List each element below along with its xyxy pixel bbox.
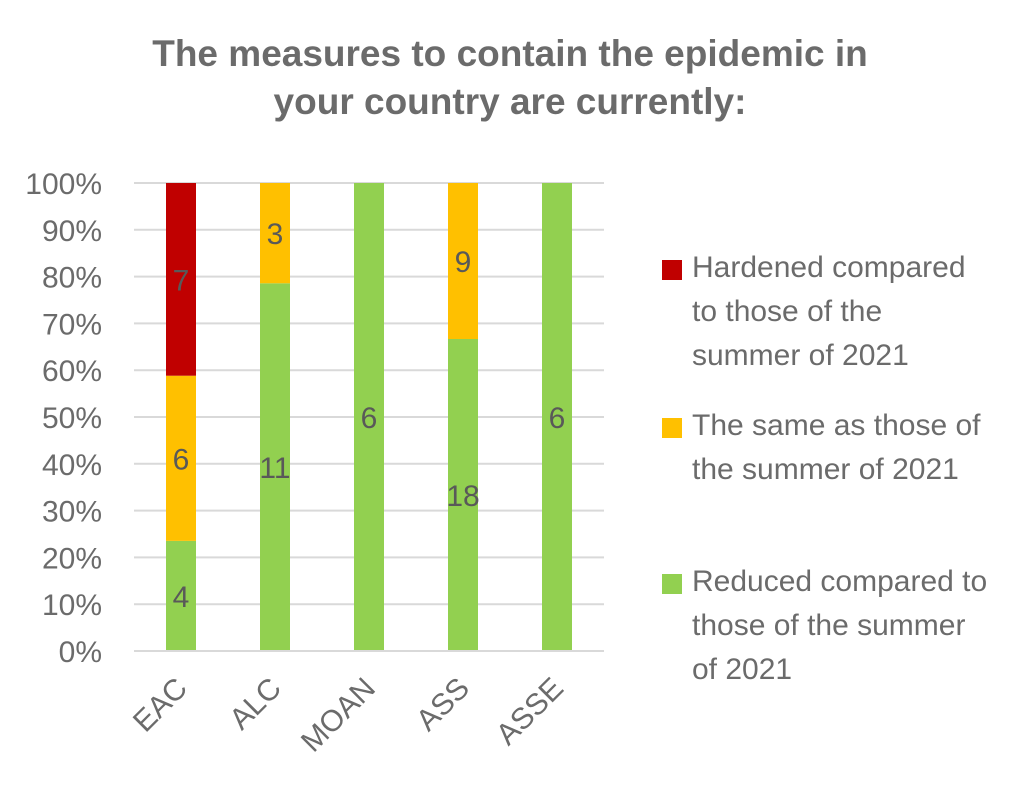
- y-tick-label: 70%: [42, 308, 102, 341]
- legend-label-same-line-1: The same as those of: [692, 409, 981, 442]
- legend-label-hardened-line-3: summer of 2021: [692, 339, 909, 372]
- legend-label-reduced-line-3: of 2021: [692, 653, 793, 686]
- bar-segment: [448, 339, 478, 651]
- data-label: 6: [361, 402, 378, 435]
- y-tick-label: 40%: [42, 449, 102, 482]
- y-tick-label: 90%: [42, 215, 102, 248]
- x-tick-label: ASS: [410, 672, 476, 738]
- data-label: 11: [259, 452, 290, 485]
- y-tick-label: 50%: [42, 402, 102, 435]
- legend-label-reduced-line-2: those of the summer: [692, 609, 966, 642]
- y-tick-label: 20%: [42, 542, 102, 575]
- legend-label-reduced-line-1: Reduced compared to: [692, 565, 988, 598]
- legend-swatch-reduced: [662, 574, 682, 594]
- bar-segment: [260, 183, 290, 284]
- chart-title: The measures to contain the epidemic in …: [100, 30, 920, 126]
- bar-segment: [448, 183, 478, 339]
- bar-segment: [166, 183, 196, 376]
- y-tick-label: 10%: [42, 589, 102, 622]
- data-label: 4: [173, 581, 190, 614]
- bar-segment: [166, 540, 196, 651]
- y-tick-label: 80%: [42, 262, 102, 295]
- data-label: 3: [267, 218, 284, 251]
- chart-title-line-2: your country are currently:: [273, 81, 747, 122]
- legend-swatch-hardened: [662, 260, 682, 280]
- bar-segment: [542, 183, 572, 651]
- legend-swatch-same: [662, 418, 682, 438]
- bar-segment: [166, 375, 196, 541]
- bar-segment: [260, 283, 290, 651]
- data-label: 6: [549, 402, 566, 435]
- data-label: 6: [173, 443, 190, 476]
- y-tick-label: 0%: [59, 636, 102, 669]
- x-tick-label: ALC: [223, 672, 288, 737]
- y-tick-label: 30%: [42, 496, 102, 529]
- data-label: 7: [173, 264, 190, 297]
- x-tick-label: ASSE: [490, 672, 570, 752]
- legend-label-hardened-line-2: to those of the: [692, 295, 883, 328]
- y-tick-label: 60%: [42, 355, 102, 388]
- x-tick-label: MOAN: [295, 672, 382, 759]
- data-label: 9: [455, 246, 472, 279]
- x-tick-label: EAC: [127, 672, 194, 739]
- y-tick-label: 100%: [25, 168, 102, 201]
- legend-label-hardened-line-1: Hardened compared: [692, 251, 966, 284]
- bar-segment: [354, 183, 384, 651]
- data-label: 18: [446, 480, 479, 513]
- chart-title-line-1: The measures to contain the epidemic in: [152, 33, 868, 74]
- legend-label-same-line-2: the summer of 2021: [692, 453, 959, 486]
